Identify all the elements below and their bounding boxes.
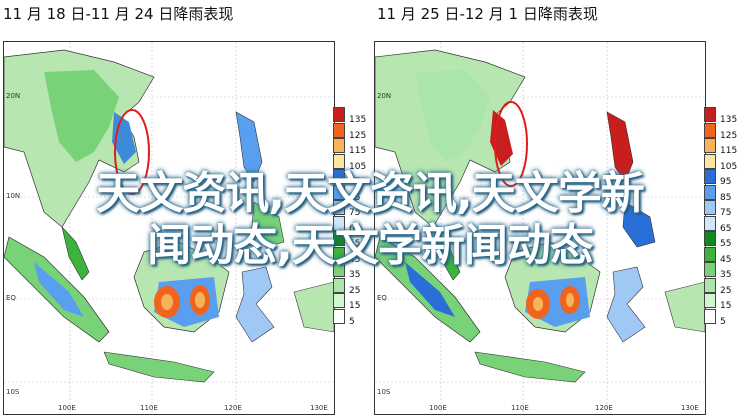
lon-label-120e: 120E bbox=[595, 404, 613, 412]
lat-label-eq: EQ bbox=[377, 294, 387, 302]
lon-label-130e: 130E bbox=[310, 404, 328, 412]
legend-label-105: 105 bbox=[349, 161, 367, 172]
legend-swatch-85 bbox=[704, 184, 716, 200]
legend-swatch-115 bbox=[333, 138, 345, 153]
legend-label-45: 45 bbox=[720, 254, 732, 265]
lat-label-20n: 20N bbox=[377, 92, 392, 100]
lat-label-20n: 20N bbox=[6, 92, 21, 100]
legend-swatch-125 bbox=[704, 122, 716, 138]
legend-label-35: 35 bbox=[720, 270, 732, 280]
legend-label-105: 105 bbox=[720, 161, 738, 172]
legend-swatch-135 bbox=[704, 107, 716, 122]
legend-label-135: 135 bbox=[349, 115, 367, 125]
lon-label-110e: 110E bbox=[140, 404, 158, 412]
legend-label-115: 115 bbox=[720, 146, 738, 156]
legend-label-75: 75 bbox=[720, 208, 732, 218]
legend-swatch-135 bbox=[333, 107, 345, 122]
legend-label-95: 95 bbox=[720, 177, 732, 187]
legend-swatch-5 bbox=[333, 308, 345, 324]
legend-swatch-25 bbox=[333, 277, 345, 293]
legend-label-115: 115 bbox=[349, 146, 367, 156]
lon-label-100e: 100E bbox=[429, 404, 447, 412]
watermark-line-2: 闻动态,天文学新闻动态 bbox=[147, 220, 594, 271]
legend-label-25: 25 bbox=[349, 285, 361, 296]
legend-label-45: 45 bbox=[349, 254, 361, 265]
legend-swatch-105 bbox=[704, 153, 716, 169]
legend-label-15: 15 bbox=[349, 301, 361, 311]
legend-swatch-95 bbox=[704, 169, 716, 184]
right-rainfall-map: 20N 10N EQ 10S 100E 110E 120E 130E bbox=[374, 41, 706, 415]
legend-label-55: 55 bbox=[720, 239, 732, 249]
legend-swatch-45 bbox=[704, 246, 716, 262]
legend-label-65: 65 bbox=[349, 223, 361, 234]
left-map-drawing bbox=[4, 42, 334, 414]
lon-label-100e: 100E bbox=[58, 404, 76, 412]
legend-swatch-65 bbox=[704, 215, 716, 231]
legend-swatch-105 bbox=[333, 153, 345, 169]
lon-label-130e: 130E bbox=[681, 404, 699, 412]
legend-swatch-15 bbox=[704, 293, 716, 308]
legend-label-125: 125 bbox=[720, 130, 738, 141]
legend-swatch-25 bbox=[704, 277, 716, 293]
lat-label-10s: 10S bbox=[6, 388, 20, 396]
legend-label-135: 135 bbox=[720, 115, 738, 125]
legend-label-65: 65 bbox=[720, 223, 732, 234]
legend-label-75: 75 bbox=[349, 208, 361, 218]
lon-label-120e: 120E bbox=[224, 404, 242, 412]
watermark-line-1: 天文资讯,天文资讯,天文学新 bbox=[96, 168, 644, 219]
lon-label-110e: 110E bbox=[511, 404, 529, 412]
legend-label-85: 85 bbox=[349, 192, 361, 203]
left-panel-title: 11 月 18 日-11 月 24 日降雨表现 bbox=[3, 5, 234, 23]
legend-swatch-95 bbox=[333, 169, 345, 184]
legend-swatch-15 bbox=[333, 293, 345, 308]
legend-label-125: 125 bbox=[349, 130, 367, 141]
watermark-text: 天文资讯,天文资讯,天文学新 闻动态,天文学新闻动态 bbox=[10, 168, 730, 272]
legend-swatch-5 bbox=[704, 308, 716, 324]
legend-label-5: 5 bbox=[720, 316, 726, 327]
legend-swatch-115 bbox=[704, 138, 716, 153]
legend-swatch-45 bbox=[333, 246, 345, 262]
right-map-drawing bbox=[375, 42, 705, 414]
legend-swatch-55 bbox=[704, 231, 716, 246]
legend-swatch-65 bbox=[333, 215, 345, 231]
legend-label-55: 55 bbox=[349, 239, 361, 249]
lat-label-10n: 10N bbox=[6, 192, 21, 200]
legend-swatch-35 bbox=[333, 262, 345, 277]
legend-swatch-55 bbox=[333, 231, 345, 246]
legend-label-5: 5 bbox=[349, 316, 355, 327]
legend-swatch-75 bbox=[704, 200, 716, 215]
legend-swatch-75 bbox=[333, 200, 345, 215]
legend-swatch-35 bbox=[704, 262, 716, 277]
right-panel-title: 11 月 25 日-12 月 1 日降雨表现 bbox=[377, 5, 598, 23]
legend-label-85: 85 bbox=[720, 192, 732, 203]
legend-label-95: 95 bbox=[349, 177, 361, 187]
lat-label-10n: 10N bbox=[377, 192, 392, 200]
legend-label-25: 25 bbox=[720, 285, 732, 296]
legend-swatch-125 bbox=[333, 122, 345, 138]
lat-label-10s: 10S bbox=[377, 388, 391, 396]
legend-label-15: 15 bbox=[720, 301, 732, 311]
lat-label-eq: EQ bbox=[6, 294, 16, 302]
legend-label-35: 35 bbox=[349, 270, 361, 280]
left-rainfall-map: 20N 10N EQ 10S 100E 110E 120E 130E bbox=[3, 41, 335, 415]
legend-swatch-85 bbox=[333, 184, 345, 200]
